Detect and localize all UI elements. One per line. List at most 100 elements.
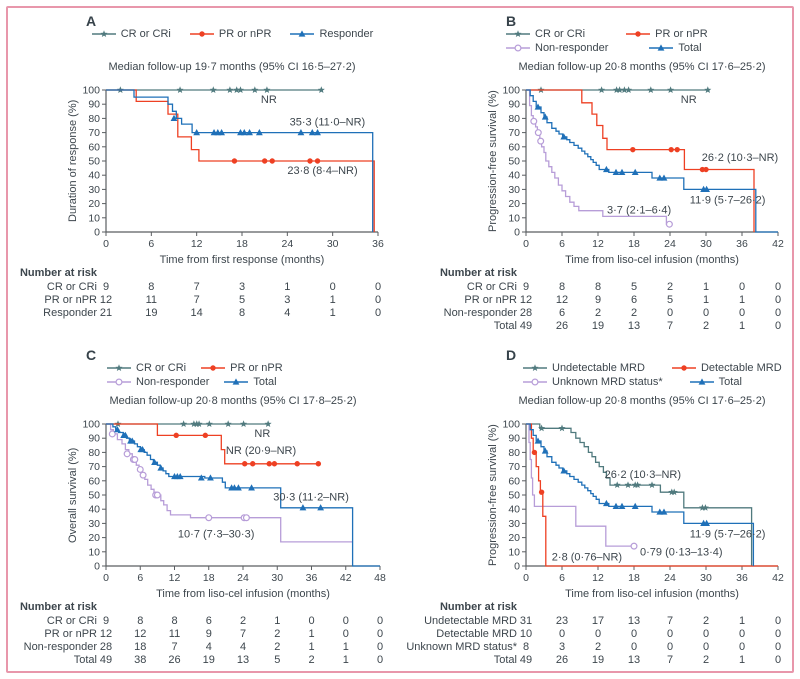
svg-text:12: 12 <box>169 572 181 584</box>
legend-item-detectable-mrd: Detectable MRD <box>671 362 782 374</box>
svg-text:6: 6 <box>148 238 154 250</box>
svg-text:12: 12 <box>191 238 203 250</box>
risk-count: 1 <box>329 294 336 306</box>
km-curve-non-responder <box>106 423 353 543</box>
svg-text:70: 70 <box>88 461 100 473</box>
x-axis-label: Time from liso-cel infusion (months) <box>565 254 739 266</box>
censor-open-circle-icon <box>115 378 123 386</box>
risk-row-label: Total <box>493 654 517 666</box>
number-at-risk-table: Number at risk Undetectable MRD 31 23 17 13 7… <box>402 601 790 667</box>
ocircle-legend-marker-icon <box>107 378 131 386</box>
censor-star-icon <box>634 481 642 489</box>
censor-triangle-icon <box>297 129 305 136</box>
svg-text:18: 18 <box>203 572 215 584</box>
risk-count: 2 <box>308 654 315 666</box>
risk-count: 0 <box>666 307 674 319</box>
legend-label: CR or CRi <box>136 362 187 374</box>
censor-triangle-icon <box>603 165 610 173</box>
risk-count: 0 <box>374 281 382 293</box>
triangle-legend-marker-icon <box>649 44 674 51</box>
censor-star-icon <box>670 488 678 496</box>
risk-count: 13 <box>236 654 250 666</box>
risk-count: 0 <box>738 281 746 293</box>
svg-text:24: 24 <box>664 572 676 584</box>
risk-count: 0 <box>774 307 782 319</box>
risk-row-label: PR or nPR <box>44 628 97 640</box>
censor-star-icon <box>647 86 655 93</box>
risk-row-label: Undetectable MRD <box>424 615 517 627</box>
risk-count: 8 <box>171 615 178 627</box>
svg-text:10: 10 <box>88 212 100 224</box>
censor-triangle-icon <box>612 168 620 175</box>
star-legend-marker-icon <box>506 30 530 37</box>
km-plot-a: 0 10 20 30 40 50 60 70 80 90 100 0 6 12 18 24 30 36 NR 35·3… <box>82 85 384 251</box>
risk-count: 4 <box>239 641 247 653</box>
triangle-legend-marker-icon <box>290 30 315 37</box>
svg-text:0: 0 <box>514 227 520 239</box>
risk-count: 12 <box>519 294 533 306</box>
censor-open-circle-icon <box>530 117 538 125</box>
censor-star-icon <box>224 420 232 427</box>
svg-text:42: 42 <box>772 238 784 250</box>
legend-item-cr-or-cri: CR or CRi <box>91 28 171 40</box>
risk-count: 1 <box>702 294 710 306</box>
svg-text:6: 6 <box>137 572 143 584</box>
svg-text:30: 30 <box>508 184 520 196</box>
censor-triangle-icon <box>308 129 316 136</box>
risk-count: 2 <box>630 307 638 319</box>
risk-row-non-responder: Non-responder 28 18 7 4 4 2 1 1 0 <box>10 641 392 654</box>
legend: CR or CRi PR or nPR Non-responder Total <box>505 28 708 54</box>
svg-text:90: 90 <box>88 433 100 445</box>
svg-text:90: 90 <box>88 99 100 111</box>
risk-count: 1 <box>342 654 349 666</box>
risk-count: 4 <box>205 641 212 653</box>
censor-star-icon <box>667 86 675 93</box>
circle-legend-marker-icon <box>189 31 214 37</box>
legend-label: PR or nPR <box>218 28 272 40</box>
censor-circle-icon <box>261 158 268 164</box>
risk-count: 8 <box>522 641 530 653</box>
median-annotation: 0·79 (0·13–13·4) <box>640 546 723 558</box>
legend-item-non-responder: Non-responder <box>505 42 608 54</box>
risk-count: 9 <box>522 281 530 293</box>
censor-triangle-icon <box>631 168 639 175</box>
risk-count: 0 <box>376 628 384 640</box>
legend: CR or CRi PR or nPR Responder <box>76 28 388 40</box>
risk-count: 7 <box>239 628 247 640</box>
censor-star-icon <box>100 30 108 37</box>
ocircle-legend-marker-icon <box>506 44 530 52</box>
censor-triangle-icon <box>207 474 214 481</box>
risk-count: 12 <box>99 628 113 640</box>
panel-letter: A <box>86 13 97 29</box>
risk-count: 8 <box>238 307 246 319</box>
legend-label: Unknown MRD status* <box>552 376 663 388</box>
risk-row-label: Total <box>493 320 517 332</box>
star-legend-marker-icon <box>523 364 547 371</box>
legend-item-non-responder: Non-responder <box>106 376 209 388</box>
censor-open-circle-icon <box>153 491 161 499</box>
risk-row-cr-or-cri: CR or CRi 9 8 7 3 1 0 0 <box>10 281 392 294</box>
censor-triangle-icon <box>560 467 568 474</box>
median-annotation: NR <box>254 428 270 440</box>
svg-text:40: 40 <box>88 170 100 182</box>
censor-circle-icon <box>674 146 680 153</box>
risk-count: 28 <box>99 641 113 653</box>
svg-text:70: 70 <box>508 127 520 139</box>
risk-count: 6 <box>205 615 212 627</box>
risk-row-label: Unknown MRD status* <box>406 641 517 653</box>
legend-item-total: Total <box>689 376 742 388</box>
risk-rows: CR or CRi 9 8 8 5 2 1 0 0 PR or nPR 12 12 9 6 5 1 1 0 Non-… <box>402 281 790 333</box>
risk-count: 0 <box>738 307 746 319</box>
censor-triangle-icon <box>612 502 620 509</box>
risk-count: 5 <box>666 294 674 306</box>
median-annotation: 30·3 (11·2–NR) <box>273 492 349 504</box>
km-curve-total <box>526 423 755 566</box>
risk-row-non-responder: Non-responder 28 6 2 2 0 0 0 0 <box>402 307 790 320</box>
risk-count: 6 <box>558 307 566 319</box>
risk-count: 31 <box>519 615 533 627</box>
censor-circle-icon <box>202 432 209 439</box>
censor-triangle-icon <box>541 447 549 454</box>
censor-circle-icon <box>681 365 687 371</box>
censor-star-icon <box>704 86 712 93</box>
censor-triangle-icon <box>631 502 639 509</box>
